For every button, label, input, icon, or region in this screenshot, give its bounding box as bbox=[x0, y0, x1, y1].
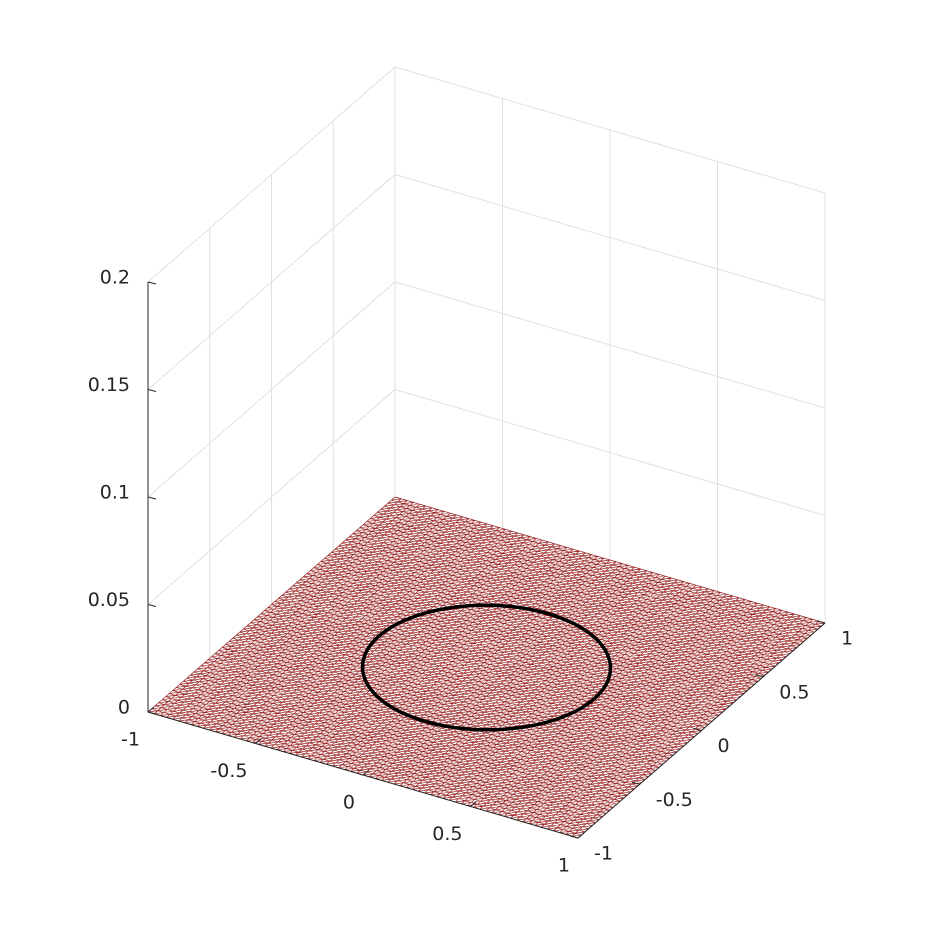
z-tick bbox=[147, 604, 157, 607]
z-tick bbox=[147, 496, 157, 500]
z-tick-label: 0.2 bbox=[100, 267, 130, 289]
y-tick-label: -1 bbox=[594, 843, 613, 865]
y-tick bbox=[569, 835, 579, 839]
z-tick-label: 0 bbox=[118, 697, 130, 719]
y-tick-label: -0.5 bbox=[656, 789, 693, 811]
z-tick-label: 0.15 bbox=[88, 374, 130, 396]
x-tick-label: -1 bbox=[121, 729, 140, 751]
z-tick bbox=[147, 281, 157, 285]
circle bbox=[360, 603, 613, 732]
y-tick bbox=[693, 728, 702, 731]
x-tick-label: 0.5 bbox=[432, 823, 462, 845]
y-tick bbox=[755, 674, 764, 678]
x-tick bbox=[577, 832, 585, 839]
x-tick-label: 0 bbox=[343, 792, 355, 814]
z-tick bbox=[147, 711, 157, 715]
x-tick bbox=[147, 706, 155, 713]
z-tick-label: 0.1 bbox=[100, 482, 130, 504]
surface-mesh bbox=[147, 496, 826, 839]
y-tick-label: 0.5 bbox=[779, 681, 809, 703]
x-tick-label: -0.5 bbox=[210, 760, 247, 782]
x-tick bbox=[255, 738, 262, 744]
y-tick bbox=[816, 620, 826, 624]
x-tick-label: 1 bbox=[558, 855, 570, 877]
y-tick-label: 1 bbox=[841, 628, 853, 650]
z-tick bbox=[147, 389, 157, 392]
z-tick-label: 0.05 bbox=[88, 589, 130, 611]
x-tick bbox=[470, 801, 477, 807]
y-tick-label: 0 bbox=[718, 735, 730, 757]
x-tick bbox=[362, 769, 370, 776]
y-tick bbox=[631, 781, 640, 785]
